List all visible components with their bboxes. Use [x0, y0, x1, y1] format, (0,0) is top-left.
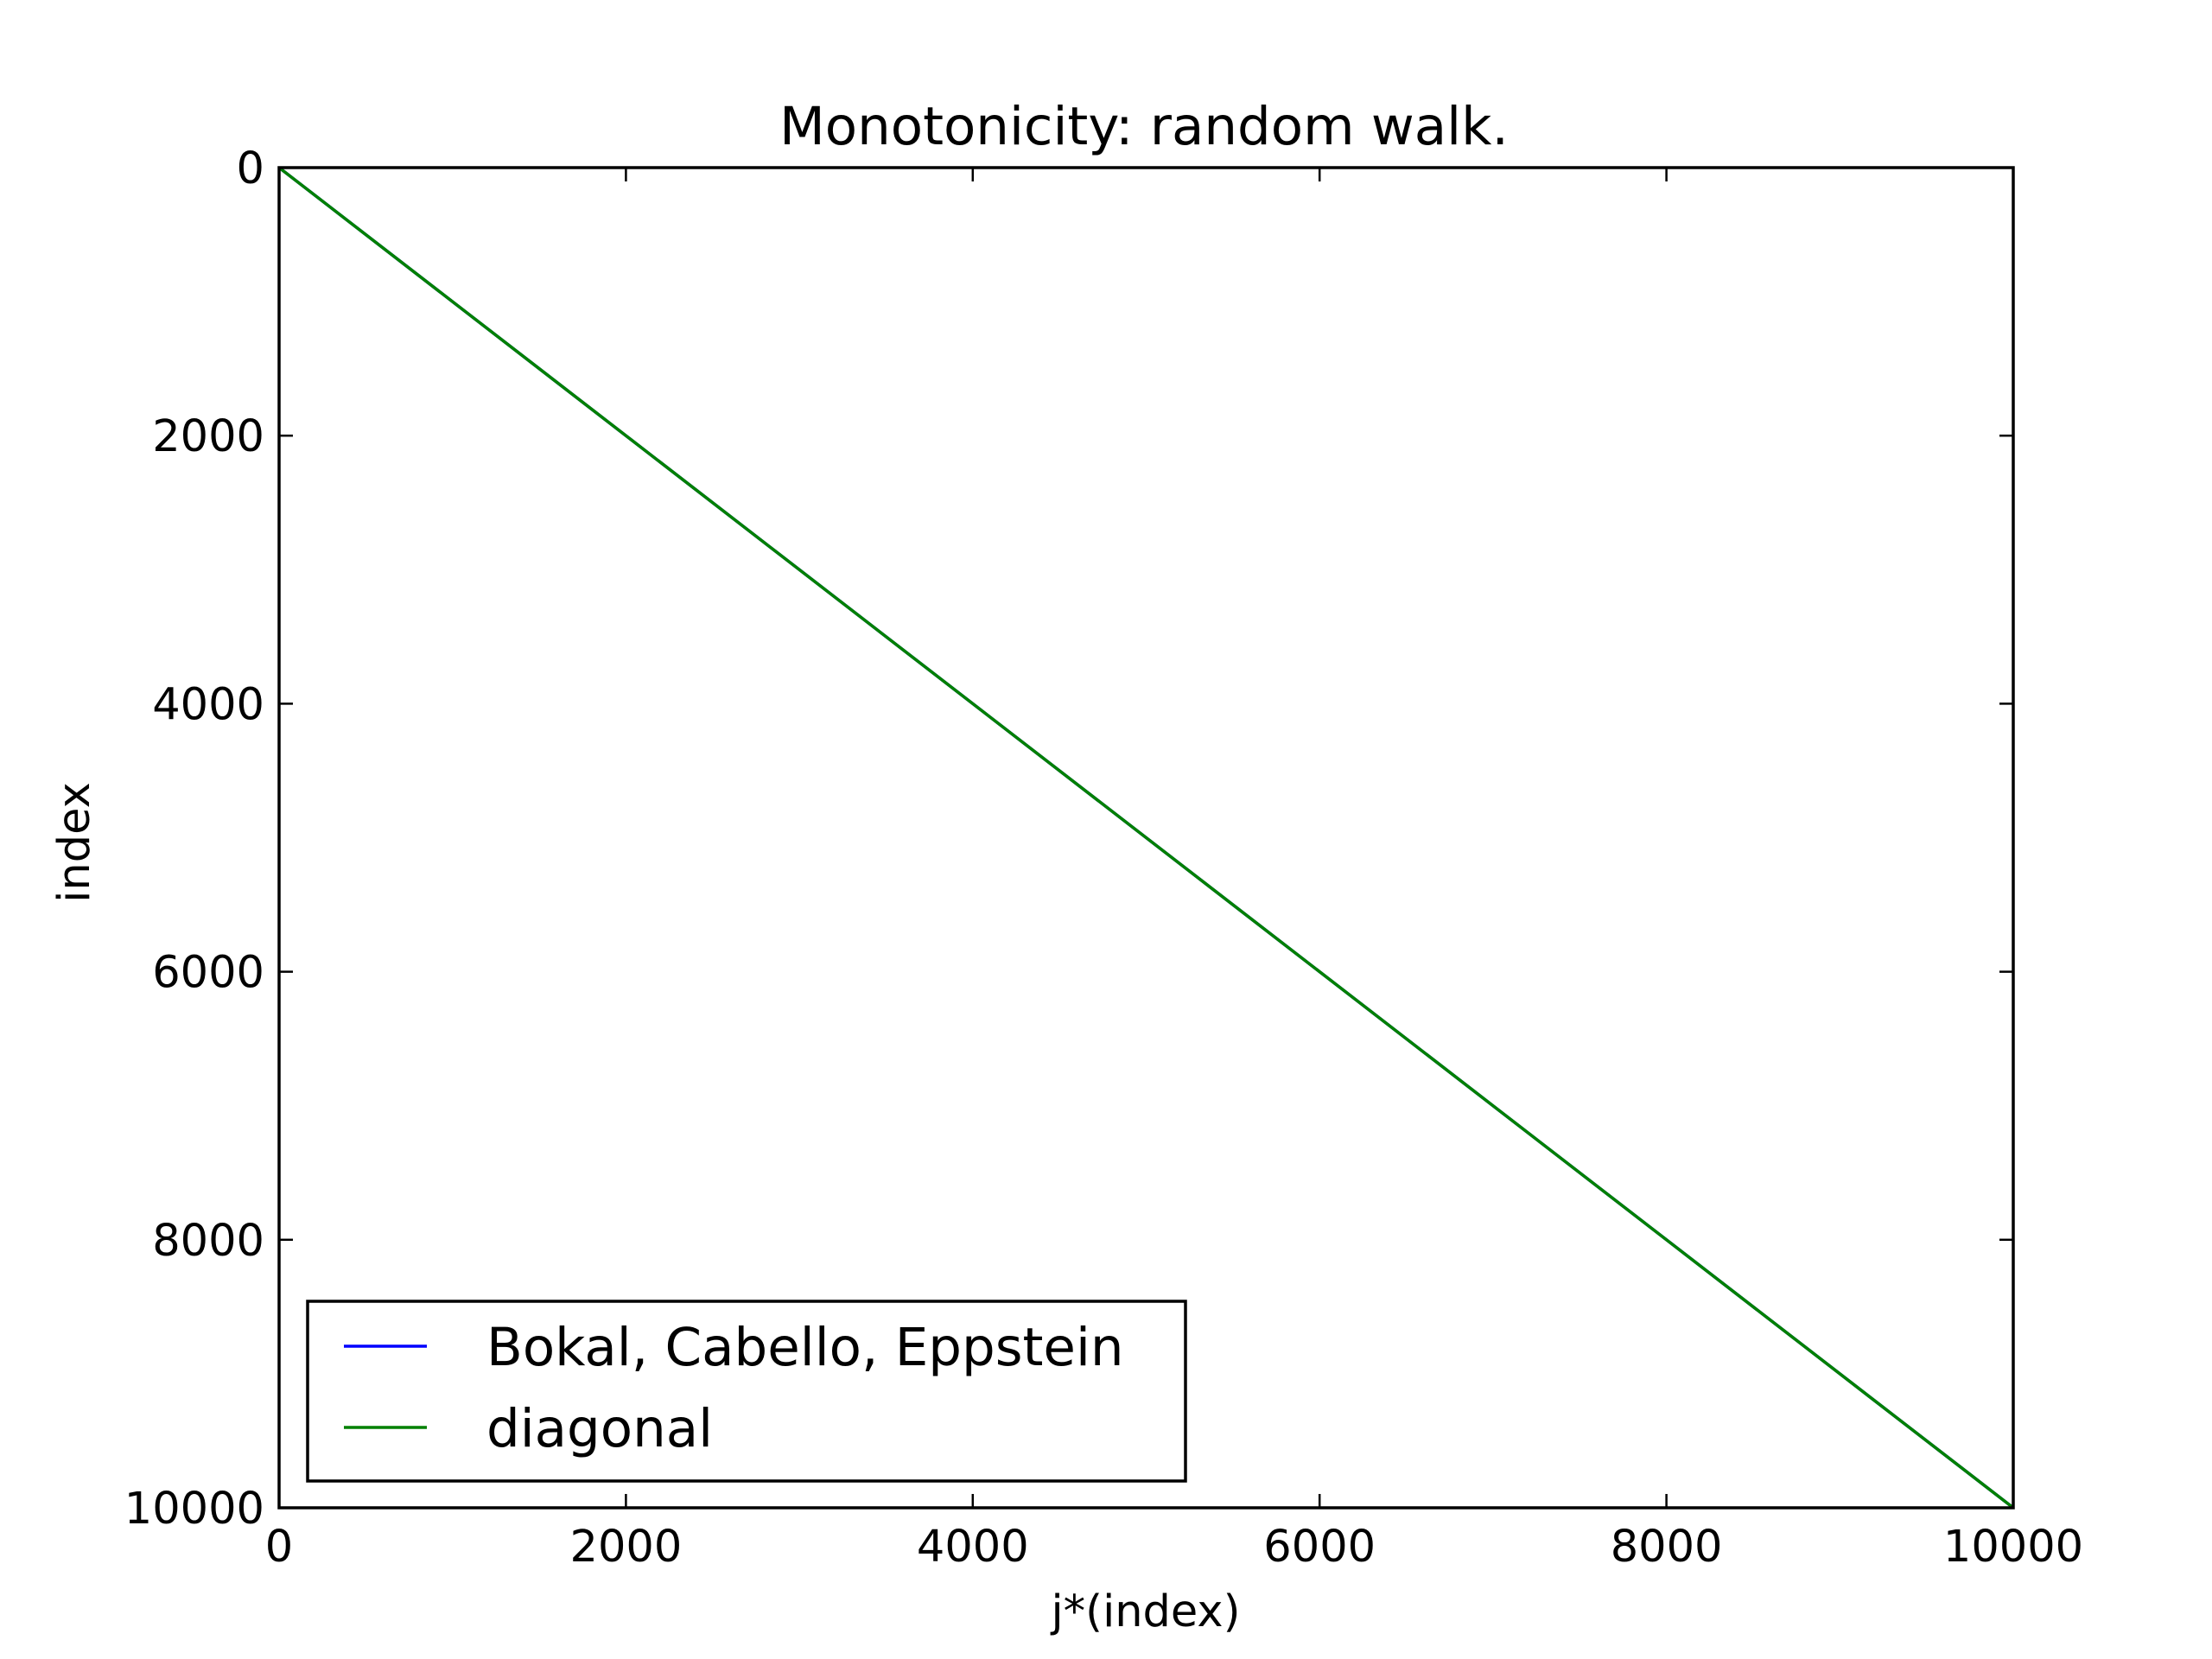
- chart-title: Monotonicity: random walk.: [779, 96, 1509, 157]
- x-axis-label: j*(index): [1051, 1586, 1241, 1637]
- y-tick-label: 8000: [152, 1216, 264, 1267]
- y-tick-label: 6000: [152, 948, 264, 999]
- x-tick-label: 4000: [917, 1522, 1029, 1573]
- legend-label-series-1: Bokal, Cabello, Eppstein: [486, 1317, 1124, 1378]
- x-tick-label: 6000: [1263, 1522, 1376, 1573]
- y-tick-label: 4000: [152, 679, 264, 730]
- legend: Bokal, Cabello, Eppstein diagonal: [306, 1300, 1187, 1483]
- legend-frame: [306, 1300, 1187, 1483]
- y-axis-label: index: [49, 782, 100, 903]
- x-tick-label: 8000: [1611, 1522, 1723, 1573]
- series-line-2: [277, 166, 2015, 1510]
- x-tick-label: 2000: [570, 1522, 683, 1573]
- x-tick-label: 10000: [1943, 1522, 2083, 1573]
- y-tick-label: 10000: [124, 1484, 264, 1535]
- y-tick-label: 0: [237, 143, 264, 194]
- y-tick-label: 2000: [152, 411, 264, 462]
- plot-frame: [277, 166, 2015, 1510]
- tick-layer: 0 2000 4000 6000 8000 10000020004000600080001…: [124, 143, 2083, 1573]
- x-tick-label: 0: [265, 1522, 293, 1573]
- legend-label-series-2: diagonal: [486, 1398, 713, 1459]
- series-layer: [277, 166, 2015, 1510]
